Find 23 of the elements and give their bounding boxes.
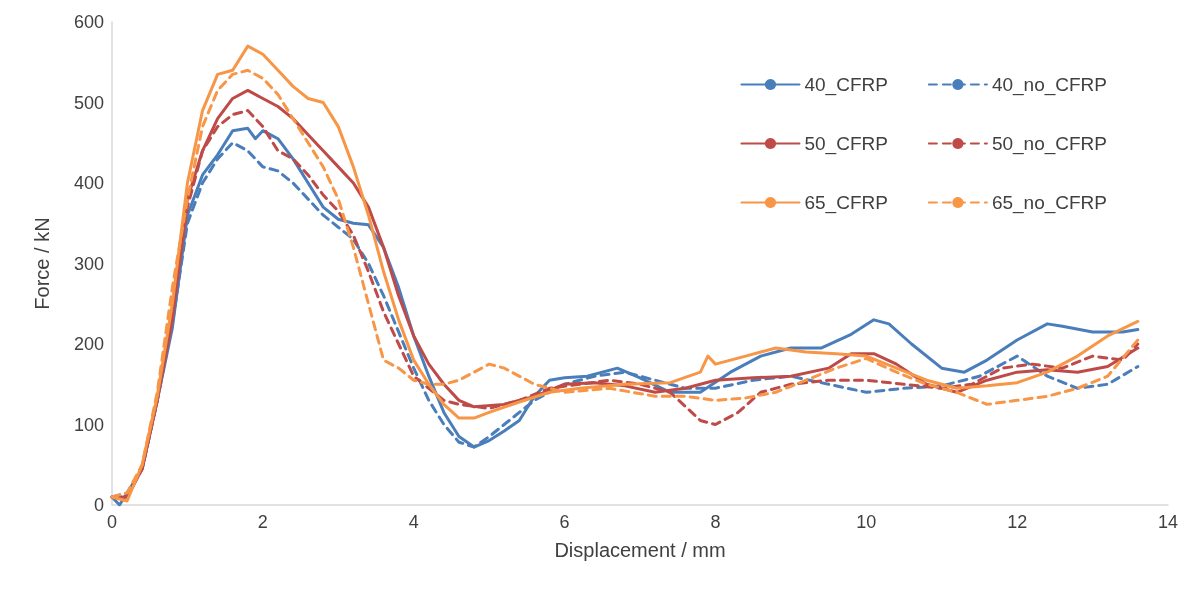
legend-label: 65_no_CFRP — [991, 192, 1107, 214]
x-tick-label: 6 — [559, 512, 570, 532]
y-tick-label: 300 — [73, 253, 104, 274]
y-axis-title: Force / kN — [31, 217, 53, 310]
y-tick-label: 600 — [73, 12, 104, 32]
y-tick-label: 200 — [73, 334, 104, 354]
legend-label: 50_CFRP — [804, 133, 888, 155]
x-tick-label: 0 — [106, 512, 118, 532]
y-tick-label: 400 — [73, 173, 104, 193]
y-tick-label: 500 — [73, 92, 104, 113]
legend-label: 50_no_CFRP — [991, 133, 1107, 155]
x-tick-label: 14 — [1157, 512, 1179, 532]
legend-label: 65_CFRP — [804, 192, 888, 214]
y-tick-label: 100 — [73, 414, 104, 435]
x-axis-title: Displacement / mm — [554, 539, 726, 561]
x-tick-label: 12 — [1007, 512, 1028, 532]
x-tick-label: 4 — [408, 512, 419, 532]
x-tick-label: 8 — [710, 512, 721, 532]
y-tick-label: 0 — [93, 495, 104, 515]
x-tick-label: 10 — [856, 512, 877, 532]
legend-label: 40_no_CFRP — [991, 74, 1107, 96]
legend-label: 40_CFRP — [804, 74, 888, 96]
x-tick-label: 2 — [257, 512, 268, 532]
